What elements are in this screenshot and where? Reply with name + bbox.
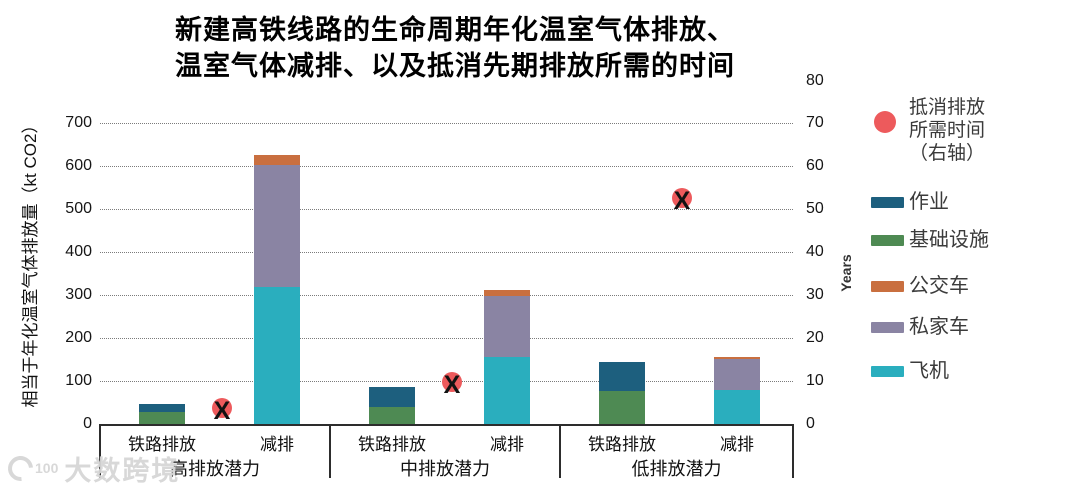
legend-item-label: 公交车 [909, 275, 969, 297]
bar-segment [599, 390, 645, 424]
watermark: 100 大数跨境 [2, 450, 181, 486]
bar-label: 铁路排放 [128, 435, 196, 454]
chart-title-line-2: 温室气体减排、以及抵消先期排放所需的时间 [175, 51, 735, 81]
right-axis-tick-label: 80 [806, 71, 824, 89]
right-axis-tick-label: 10 [806, 372, 824, 390]
legend-swatch [871, 197, 904, 208]
axis-table-divider [792, 424, 794, 478]
left-axis-tick-label: 600 [65, 157, 92, 175]
right-axis-tick-label: 20 [806, 329, 824, 347]
gridline [100, 166, 793, 168]
group-label: 中排放潜力 [400, 459, 490, 479]
legend-swatch [871, 235, 904, 246]
bar-segment [714, 390, 760, 424]
legend-offset-time-dot [874, 111, 896, 133]
bar-segment [139, 411, 185, 424]
left-axis-tick-label: 300 [65, 286, 92, 304]
legend-offset-time-label: （右轴） [909, 143, 986, 164]
right-axis-tick-label: 60 [806, 157, 824, 175]
offset-time-x-marker: X [673, 186, 691, 215]
offset-time-x-marker: X [213, 397, 231, 426]
legend-swatch [871, 366, 904, 377]
group-label: 高排放潜力 [170, 459, 260, 479]
bar-label: 减排 [720, 435, 754, 454]
right-axis-tick-label: 30 [806, 286, 824, 304]
bar-segment [254, 286, 300, 424]
bar-segment [484, 356, 530, 424]
chart-title: 新建高铁线路的生命周期年化温室气体排放、 温室气体减排、以及抵消先期排放所需的时… [115, 12, 795, 84]
bar-segment [369, 386, 415, 408]
bar-segment [599, 361, 645, 391]
bar-label: 减排 [490, 435, 524, 454]
bar-segment [714, 357, 760, 360]
right-axis-tick-label: 50 [806, 200, 824, 218]
legend-item-label: 飞机 [909, 360, 949, 382]
watermark-logo-text: 100 [35, 460, 59, 476]
left-axis-tick-label: 0 [83, 415, 92, 432]
chart-title-line-1: 新建高铁线路的生命周期年化温室气体排放、 [175, 15, 735, 45]
legend: 抵消排放 所需时间 （右轴） 作业基础设施公交车私家车飞机 [855, 88, 1075, 398]
bar-label: 铁路排放 [358, 435, 426, 454]
legend-offset-time-label: 抵消排放 [909, 97, 986, 118]
legend-swatch [871, 281, 904, 292]
legend-item-label: 基础设施 [909, 229, 989, 251]
bar-segment [714, 359, 760, 391]
bar-segment [254, 164, 300, 287]
legend-item-label: 作业 [909, 191, 949, 213]
bar-segment [254, 154, 300, 165]
axis-table-divider [99, 424, 101, 478]
offset-time-dot [672, 187, 692, 208]
bar-label: 铁路排放 [588, 435, 656, 454]
legend-item-label: 私家车 [909, 316, 969, 338]
offset-time-x-marker: X [443, 371, 461, 400]
left-axis-tick-label: 500 [65, 200, 92, 218]
gridline [100, 252, 793, 254]
left-axis-tick-label: 400 [65, 243, 92, 261]
bar-label: 减排 [260, 435, 294, 454]
bar-segment [484, 290, 530, 297]
watermark-text: 大数跨境 [64, 455, 181, 486]
x-axis-baseline [99, 424, 794, 426]
left-axis-tick-label: 700 [65, 114, 92, 132]
axis-table-divider [559, 424, 561, 478]
offset-time-dot [442, 372, 462, 393]
right-axis-tick-label: 70 [806, 114, 824, 132]
group-label: 低排放潜力 [631, 459, 722, 479]
watermark-logo-icon [2, 450, 39, 486]
left-axis-tick-label: 200 [65, 329, 92, 347]
right-axis-tick-label: 40 [806, 243, 824, 261]
gridline [100, 338, 793, 340]
legend-swatch [871, 322, 904, 333]
right-axis-tick-label: 0 [806, 415, 815, 432]
bar-segment [369, 407, 415, 424]
left-axis-tick-label: 100 [65, 372, 92, 390]
gridline [100, 295, 793, 297]
bar-segment [139, 404, 185, 412]
offset-time-dot [212, 398, 232, 419]
gridline [100, 123, 793, 125]
axis-table-divider [329, 424, 331, 478]
legend-offset-time-label: 所需时间 [909, 120, 986, 141]
left-axis-title: 相当于年化温室气体排放量（kt CO2） [21, 116, 40, 408]
bar-segment [484, 296, 530, 357]
gridline [100, 209, 793, 211]
